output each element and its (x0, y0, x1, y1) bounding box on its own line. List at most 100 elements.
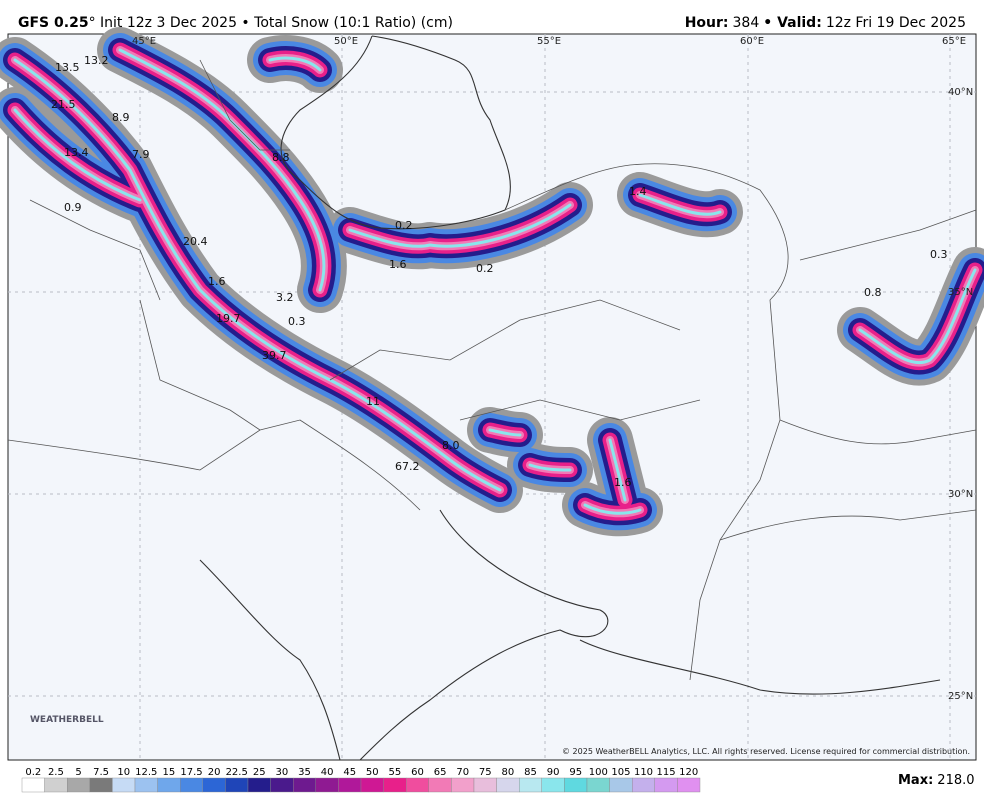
colorbar-swatch (496, 777, 520, 793)
coastlines (199, 35, 941, 761)
snow-band (488, 428, 522, 437)
colorbar-label: 120 (679, 767, 698, 778)
colorbar-label: 45 (343, 767, 356, 778)
lon-label: 50°E (334, 36, 358, 47)
colorbar-label: 55 (389, 767, 402, 778)
colorbar-swatch (473, 777, 497, 793)
colorbar-swatch (383, 777, 407, 793)
point-label: 8.8 (272, 151, 290, 164)
title: GFS 0.25° Init 12z 3 Dec 2025 • Total Sn… (18, 15, 453, 31)
colorbar-swatch (451, 777, 475, 793)
max-value: 218.0 (937, 773, 974, 788)
lat-label: 35°N (948, 287, 973, 298)
valid-time: 12z Fri 19 Dec 2025 (826, 15, 966, 31)
colorbar-label: 22.5 (226, 767, 248, 778)
colorbar-swatch (179, 777, 203, 793)
snow-band (268, 56, 322, 72)
snow-band (608, 438, 627, 502)
point-labels: 13.5 13.2 21.5 8.9 13.4 7.9 8.8 0.9 20.4 0.2 1.6 0.… (51, 54, 948, 489)
lon-label: 55°E (537, 36, 561, 47)
snow-band (13, 108, 142, 202)
point-label: 13.4 (64, 146, 89, 159)
colorbar-label: 30 (276, 767, 289, 778)
snow-field (0, 27, 984, 537)
point-label: 7.9 (132, 148, 150, 161)
colorbar-label: 100 (589, 767, 608, 778)
colorbar-swatch (406, 777, 430, 793)
lat-label: 30°N (948, 489, 973, 500)
colorbar-swatch (315, 777, 339, 793)
point-label: 0.8 (864, 286, 882, 299)
hour-label: Hour: (685, 15, 729, 31)
colorbar-label: 60 (411, 767, 424, 778)
lon-label: 65°E (942, 36, 966, 47)
point-label: 11 (366, 395, 380, 408)
point-label: 21.5 (51, 98, 76, 111)
map-frame (7, 33, 977, 761)
colorbar-swatch (541, 777, 565, 793)
max-label: Max: (898, 773, 933, 788)
lat-label: 40°N (948, 87, 973, 98)
colorbar: 0.2 2.5 5 7.5 10 12.5 15 17.5 20 22.5 25 30 35 40 45 50… (21, 767, 701, 793)
lon-label: 45°E (132, 36, 156, 47)
graticule (8, 34, 976, 760)
point-label: 13.5 (55, 61, 80, 74)
point-label: 39.7 (262, 349, 287, 362)
colorbar-swatch (586, 777, 610, 793)
point-label: 13.2 (84, 54, 109, 67)
colorbar-label: 65 (434, 767, 447, 778)
colorbar-label: 15 (163, 767, 176, 778)
lon-label: 60°E (740, 36, 764, 47)
colorbar-swatch (134, 777, 158, 793)
point-label: 1.6 (389, 258, 407, 271)
colorbar-swatch (338, 777, 362, 793)
colorbar-label: 75 (479, 767, 492, 778)
colorbar-label: 50 (366, 767, 379, 778)
snow-band (583, 503, 642, 515)
colorbar-swatch (677, 777, 701, 793)
model-name: GFS 0.25 (18, 15, 89, 31)
colorbar-label: 70 (456, 767, 469, 778)
point-label: 8.0 (442, 439, 460, 452)
colorbar-swatch (428, 777, 452, 793)
colorbar-label: 105 (611, 767, 630, 778)
colorbar-label: 35 (298, 767, 311, 778)
logo: WEATHERBELL (30, 715, 104, 725)
colorbar-swatch (360, 777, 384, 793)
colorbar-swatch (202, 777, 226, 793)
point-label: 0.3 (930, 248, 948, 261)
colorbar-label: 40 (321, 767, 334, 778)
copyright: © 2025 WeatherBELL Analytics, LLC. All r… (562, 747, 970, 756)
point-label: 0.2 (476, 262, 494, 275)
borders (7, 59, 977, 681)
colorbar-swatch (247, 777, 271, 793)
max-info: Max: 218.0 (898, 773, 975, 788)
point-label: 1.4 (629, 185, 647, 198)
point-label: 20.4 (183, 235, 208, 248)
colorbar-label: 10 (117, 767, 130, 778)
colorbar-label: 90 (547, 767, 560, 778)
lat-labels: 40°N 35°N 30°N 25°N (948, 87, 973, 702)
point-label: 3.2 (276, 291, 294, 304)
colorbar-swatch (270, 777, 294, 793)
colorbar-swatch (564, 777, 588, 793)
colorbar-swatch (293, 777, 317, 793)
colorbar-label: 0.2 (25, 767, 41, 778)
colorbar-label: 85 (524, 767, 537, 778)
snow-band (348, 203, 572, 248)
snow-band (638, 193, 722, 216)
point-label: 0.2 (395, 219, 413, 232)
colorbar-swatch (89, 777, 113, 793)
point-label: 19.7 (216, 312, 241, 325)
snow-band (118, 48, 326, 292)
point-label: 1.6 (208, 275, 226, 288)
colorbar-swatch (654, 777, 678, 793)
point-label: 1.6 (614, 476, 632, 489)
colorbar-label: 95 (569, 767, 582, 778)
valid-label: • Valid: (763, 15, 822, 31)
colorbar-label: 17.5 (180, 767, 202, 778)
point-label: 8.9 (112, 111, 130, 124)
colorbar-label: 7.5 (93, 767, 109, 778)
snow-band (858, 268, 977, 365)
